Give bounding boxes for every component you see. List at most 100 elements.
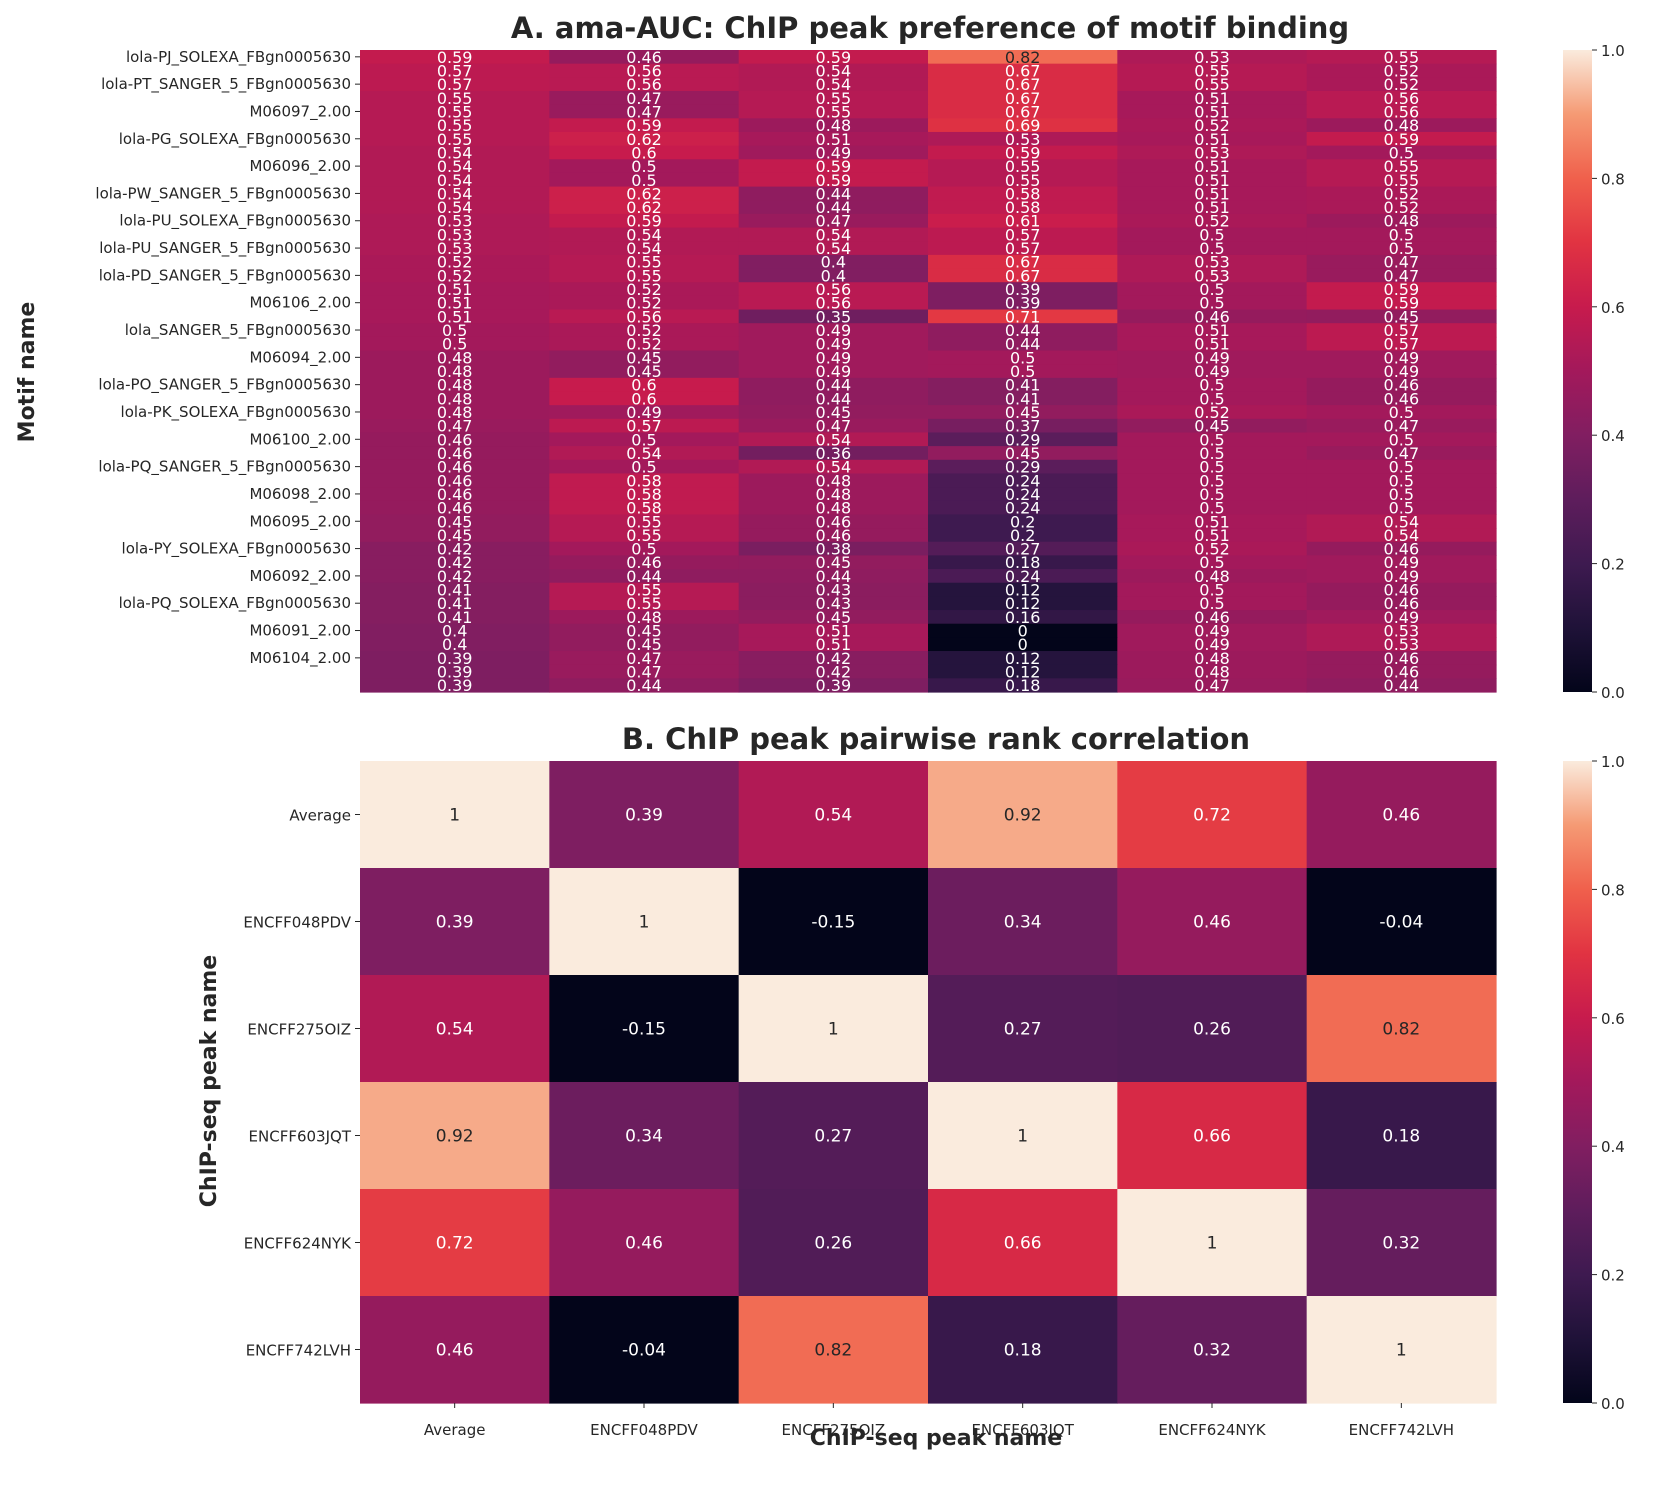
panel-a-cell-label: 0.53: [1194, 143, 1230, 162]
panel-b-cell: [360, 761, 550, 869]
panel-a-cell: [1117, 678, 1308, 693]
panel-a-cell-label: 0.46: [626, 48, 662, 67]
panel-a-cell: [360, 172, 550, 188]
panel-a-cell: [1306, 500, 1497, 516]
panel-a-cell-label: 0.44: [626, 676, 662, 695]
panel-a-cell: [738, 63, 929, 78]
panel-a-cell: [549, 418, 740, 434]
panel-a-cell-label: 0.42: [437, 540, 473, 559]
panel-b-cell-label: 0.32: [1193, 1341, 1231, 1361]
panel-a-cell: [1306, 241, 1497, 256]
panel-a-cell-label: 0.51: [1194, 157, 1230, 176]
panel-a-cell: [549, 377, 740, 393]
panel-a-cell: [738, 418, 929, 434]
panel-a-cell-label: 0.12: [1005, 594, 1041, 613]
panel-a-cell: [1117, 555, 1308, 570]
panel-a-cell-label: 0.82: [1005, 48, 1041, 67]
panel-a-cell: [928, 377, 1118, 393]
panel-a-cell-label: 0.51: [1194, 526, 1230, 545]
panel-a-cell: [549, 90, 740, 106]
panel-a-cell-label: 0.47: [816, 212, 852, 231]
panel-a-cell: [928, 282, 1118, 297]
panel-a-cell-label: 0.54: [1384, 512, 1420, 531]
panel-a-cell: [1117, 50, 1308, 65]
panel-a-cell-label: 0.45: [1005, 403, 1041, 422]
panel-b-cell-label: 0.46: [1382, 806, 1420, 826]
panel-a-cell: [360, 555, 550, 570]
panel-a-cell: [928, 172, 1118, 188]
panel-a-cell-label: 0.5: [1199, 553, 1224, 572]
panel-a-cell-label: 0.5: [1199, 485, 1224, 504]
panel-a-cell-label: 0.53: [1194, 253, 1230, 272]
panel-a-colorbar-tick-label: 0.2: [1601, 556, 1625, 574]
panel-a-cell: [1306, 172, 1497, 188]
panel-a-cell: [928, 473, 1118, 488]
panel-a-cell-label: 0.18: [1005, 676, 1041, 695]
panel-a-cell: [1306, 90, 1497, 106]
panel-a-cell: [1306, 200, 1497, 215]
panel-b-cell-label: 1: [1207, 1234, 1218, 1254]
panel-a-cell-label: 0.41: [1005, 376, 1041, 395]
panel-a-cell-label: 0.46: [437, 485, 473, 504]
panel-a-cell: [1117, 541, 1308, 557]
panel-a-cell-label: 0.48: [626, 608, 662, 627]
panel-a-cell: [549, 50, 740, 65]
panel-a-cell: [1117, 268, 1308, 283]
panel-a-cell: [1306, 391, 1497, 406]
panel-b-cell-label: -0.15: [811, 913, 855, 933]
panel-a-cell: [1306, 664, 1497, 679]
panel-a-cell: [738, 104, 929, 119]
panel-a-cell: [1306, 323, 1497, 338]
panel-a-cell: [360, 678, 550, 693]
panel-a-cell-label: 0.48: [1194, 649, 1230, 668]
panel-a-cell: [1306, 541, 1497, 557]
panel-a-cell-label: 0.12: [1005, 663, 1041, 682]
panel-a-cell: [549, 541, 740, 557]
panel-b-cell: [1306, 761, 1497, 869]
panel-a-cell: [1117, 364, 1308, 379]
panel-a-cell-label: 0.12: [1005, 581, 1041, 600]
panel-a-cell-label: 0.41: [437, 608, 473, 627]
panel-a-cell-label: 0.24: [1005, 567, 1041, 586]
panel-a-cell-label: 0.51: [1194, 512, 1230, 531]
panel-a-cell-label: 0.5: [1389, 430, 1414, 449]
panel-a-cell: [360, 241, 550, 256]
panel-a-cell-label: 0.47: [1384, 253, 1420, 272]
panel-a-cell: [1117, 500, 1308, 516]
panel-b-cell: [549, 761, 740, 869]
panel-a-cell-label: 0.29: [1005, 458, 1041, 477]
panel-a-cell: [549, 678, 740, 693]
panel-a-cell-label: 0.54: [816, 458, 852, 477]
panel-a-cell: [928, 104, 1118, 119]
panel-a-cell: [928, 569, 1118, 584]
panel-a-cell-label: 0.44: [816, 376, 852, 395]
panel-a-cell-label: 0.48: [1194, 663, 1230, 682]
panel-a-y-tick-label: lola-PU_SOLEXA_FBgn0005630: [119, 212, 351, 231]
panel-a-y-tick-label: M06094_2.00: [249, 348, 351, 367]
panel-a-cell: [549, 227, 740, 242]
panel-a-cell: [360, 63, 550, 78]
panel-a-colorbar-tick-label: 0.0: [1601, 684, 1625, 702]
panel-a-cell-label: 0.58: [1005, 198, 1041, 217]
panel-a-y-tick-label: lola_SANGER_5_FBgn0005630: [125, 321, 351, 340]
panel-a-cell: [360, 364, 550, 379]
panel-a-cell: [1117, 282, 1308, 297]
panel-a-cell: [928, 487, 1118, 502]
panel-a-cell-label: 0.45: [1005, 444, 1041, 463]
panel-a-cell: [738, 282, 929, 297]
panel-a-cell: [1306, 63, 1497, 78]
panel-a-cell: [738, 213, 929, 229]
panel-a-cell: [928, 227, 1118, 242]
panel-a-cell: [738, 50, 929, 65]
panel-a-cell: [360, 145, 550, 160]
panel-a-cell-label: 0.57: [626, 417, 662, 436]
panel-b-cell-label: 0.72: [436, 1234, 474, 1254]
panel-b-cell: [928, 975, 1118, 1083]
panel-a-cell-label: 0.54: [816, 430, 852, 449]
panel-a-cell: [1306, 473, 1497, 488]
panel-a-cell-label: 0.49: [1384, 348, 1420, 367]
panel-b-cell-label: 0.46: [1193, 913, 1231, 933]
panel-b-cell-label: 1: [1017, 1127, 1028, 1147]
panel-a-cell-label: 0.51: [1194, 321, 1230, 340]
panel-a-cell-label: 0.45: [626, 622, 662, 641]
